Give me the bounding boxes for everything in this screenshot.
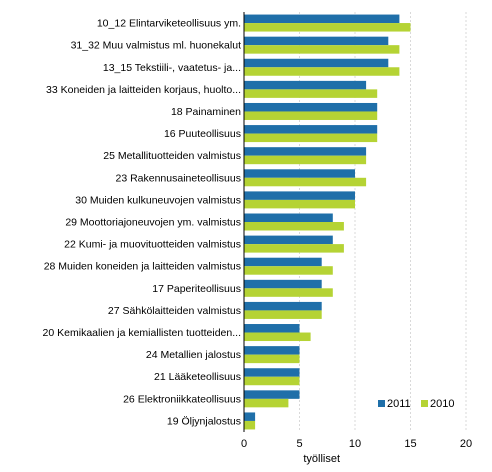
bar-2010-4 (244, 111, 378, 120)
bar-2011-0 (244, 14, 400, 24)
bar-2010-0 (244, 23, 411, 32)
legend-swatch-2010 (421, 400, 428, 407)
bar-2010-9 (244, 222, 344, 231)
legend-label-2011: 2011 (387, 398, 411, 410)
bar-2011-1 (244, 36, 389, 46)
bar-2011-9 (244, 213, 333, 222)
bar-2011-7 (244, 169, 355, 178)
category-labels: 10_12 Elintarviketeollisuus ym. 31_32 Muu… (43, 18, 242, 428)
x-tick-labels: 0 5 10 15 20 (241, 438, 472, 450)
bar-2010-3 (244, 89, 378, 98)
bar-2011-12 (244, 279, 322, 289)
bar-2011-14 (244, 324, 300, 333)
bar-2010-13 (244, 310, 322, 319)
category-label-11: 28 Muiden koneiden ja laitteiden valmist… (44, 261, 241, 273)
bar-2011-11 (244, 257, 322, 267)
legend-label-2010: 2010 (430, 398, 454, 410)
bar-2010-12 (244, 288, 333, 297)
legend-swatch-2011 (378, 400, 385, 407)
category-label-4: 18 Painaminen (171, 106, 241, 118)
category-label-2: 13_15 Tekstiili-, vaatetus- ja... (103, 62, 241, 74)
category-label-13: 27 Sähkölaitteiden valmistus (108, 305, 241, 317)
bar-2010-15 (244, 354, 300, 364)
category-label-16: 21 Lääketeollisuus (154, 371, 241, 383)
category-label-18: 19 Öljynjalostus (167, 415, 241, 427)
category-label-9: 29 Moottoriajoneuvojen ym. valmistus (65, 217, 241, 229)
bars-group (244, 14, 411, 430)
bar-2011-16 (244, 368, 300, 377)
bar-2011-8 (244, 191, 355, 200)
category-label-17: 26 Elektroniikkateollisuus (123, 393, 241, 405)
category-label-12: 17 Paperiteollisuus (152, 283, 241, 295)
x-tick-0: 0 (241, 438, 247, 450)
bar-2010-5 (244, 133, 378, 143)
bar-2010-16 (244, 376, 300, 386)
bar-2010-2 (244, 67, 400, 76)
x-axis-title: työlliset (303, 453, 340, 465)
category-label-15: 24 Metallien jalostus (146, 349, 241, 361)
category-label-1: 31_32 Muu valmistus ml. huonekalut (71, 40, 242, 52)
bar-2010-14 (244, 332, 311, 342)
legend: 2011 2010 (378, 398, 454, 410)
category-label-10: 22 Kumi- ja muovituotteiden valmistus (64, 239, 241, 251)
bar-2010-17 (244, 398, 289, 408)
bar-2011-10 (244, 235, 333, 245)
bar-2011-4 (244, 102, 378, 112)
bar-2010-1 (244, 45, 400, 54)
bar-2010-18 (244, 420, 256, 430)
x-tick-10: 10 (349, 438, 361, 450)
bar-2010-7 (244, 177, 367, 187)
bar-2011-2 (244, 58, 389, 68)
bar-2011-13 (244, 301, 322, 311)
x-tick-20: 20 (460, 438, 472, 450)
bar-2011-15 (244, 346, 300, 355)
x-tick-15: 15 (404, 438, 416, 450)
bar-2010-6 (244, 155, 367, 165)
x-tick-5: 5 (296, 438, 302, 450)
category-label-5: 16 Puuteollisuus (164, 128, 241, 140)
bar-2011-18 (244, 412, 256, 421)
category-label-14: 20 Kemikaalien ja kemiallisten tuotteide… (43, 327, 241, 339)
bar-2010-11 (244, 266, 333, 275)
bar-2010-8 (244, 199, 355, 209)
bar-2011-6 (244, 147, 367, 156)
bar-2011-17 (244, 390, 300, 399)
category-label-0: 10_12 Elintarviketeollisuus ym. (97, 18, 241, 30)
bar-2010-10 (244, 244, 344, 253)
bar-2011-3 (244, 80, 367, 90)
category-label-6: 25 Metallituotteiden valmistus (103, 150, 241, 162)
category-label-7: 23 Rakennusaineteollisuus (115, 172, 241, 184)
category-label-8: 30 Muiden kulkuneuvojen valmistus (75, 194, 241, 206)
category-label-3: 33 Koneiden ja laitteiden korjaus, huolt… (46, 84, 241, 96)
bar-2011-5 (244, 125, 378, 134)
